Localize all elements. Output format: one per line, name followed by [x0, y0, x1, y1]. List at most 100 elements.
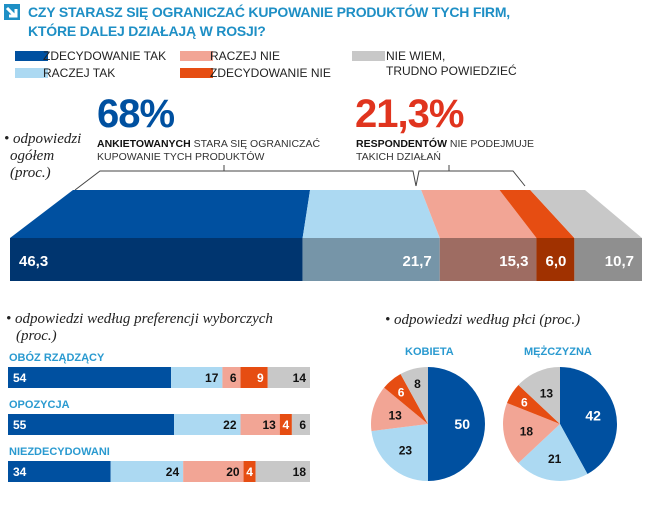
legend-swatch-nie-wiem [352, 51, 385, 61]
legend-label-line: TRUDNO POWIEDZIEĆ [386, 64, 517, 78]
pie-slice [371, 424, 428, 481]
overall-bar-label-0: 46,3 [19, 253, 48, 270]
legend-label-raczej-tak: RACZEJ TAK [43, 66, 116, 80]
overall-bar-top-3 [499, 190, 575, 238]
overall-chart-title: • odpowiedzi ogółem (proc.) [4, 131, 82, 181]
overall-bar-label-4: 10,7 [605, 253, 634, 270]
pie-slice [502, 403, 560, 464]
bracket-yes [74, 165, 417, 191]
highlight-yes-text: STARA SIĘ OGRANICZAĆ [190, 138, 321, 150]
party-bar-segment [291, 414, 310, 435]
pie-slice [384, 374, 428, 424]
arrow-down-right-icon [4, 4, 20, 20]
party-bar-segment [171, 367, 223, 388]
party-bar-label: 4 [246, 465, 253, 479]
party-bar-segment [8, 414, 175, 435]
group-label-niezdecydowani: NIEZDECYDOWANI [9, 446, 110, 458]
overall-bar-label-2: 15,3 [499, 253, 528, 270]
party-bar-label: 24 [166, 465, 180, 479]
highlight-no-text2: TAKICH DZIAŁAŃ [356, 151, 441, 163]
pie-slice [518, 367, 560, 424]
legend-label-zdecydowanie-nie: ZDECYDOWANIE NIE [210, 66, 331, 80]
legend-label-raczej-nie: RACZEJ NIE [210, 49, 281, 63]
party-bar-label: 9 [257, 371, 264, 385]
pie-slice-label: 42 [585, 407, 601, 423]
overall-bar-segment-2 [439, 238, 537, 281]
pie-slice-label: 8 [414, 377, 421, 391]
party-bar-label: 34 [13, 465, 27, 479]
pie-slice-label: 23 [399, 444, 413, 458]
party-subtitle: (proc.) [16, 328, 57, 344]
party-chart-title: • odpowiedzi według preferencji wyborczy… [6, 311, 273, 344]
party-bar-label: 14 [293, 371, 307, 385]
overall-title-line: odpowiedzi [13, 131, 82, 147]
pie-label-kobieta: KOBIETA [405, 346, 454, 358]
overall-bar-top-0 [10, 190, 311, 238]
pie-slice-label: 6 [521, 395, 528, 409]
legend-swatch-zdecydowanie-tak [15, 51, 48, 61]
party-bar-label: 17 [205, 371, 219, 385]
title-line-2: KTÓRE DALEJ DZIAŁAJĄ W ROSJI? [28, 23, 266, 39]
overall-bar-top-1 [302, 190, 440, 238]
party-bar-label: 6 [299, 418, 306, 432]
group-label-opozycja: OPOZYCJA [9, 399, 70, 411]
party-bar-segment [279, 414, 292, 435]
party-title-text: odpowiedzi według preferencji wyborczych [15, 311, 273, 327]
legend-label-nie-wiem: NIE WIEM, TRUDNO POWIEDZIEĆ [386, 49, 517, 79]
overall-bar-top-4 [530, 190, 642, 238]
party-bar-segment [243, 461, 256, 482]
page-title: CZY STARASZ SIĘ OGRANICZAĆ KUPOWANIE PRO… [28, 3, 510, 41]
highlight-no-bold: RESPONDENTÓW [356, 138, 448, 150]
pie-slice [428, 367, 485, 481]
pie-label-mezczyzna: MĘŻCZYZNA [524, 346, 592, 358]
highlight-yes-desc: ANKIETOWANYCH STARA SIĘ OGRANICZAĆ KUPOW… [97, 138, 320, 164]
party-bar-label: 20 [226, 465, 240, 479]
overall-title-line: (proc.) [10, 165, 51, 181]
pie-slice-label: 18 [520, 424, 534, 438]
title-line-1: CZY STARASZ SIĘ OGRANICZAĆ KUPOWANIE PRO… [28, 4, 510, 20]
legend-swatch-raczej-tak [15, 68, 48, 78]
highlight-no-text: NIE PODEJMUJE [447, 138, 534, 150]
pie-slice [560, 367, 617, 474]
overall-bar-label-1: 21,7 [403, 253, 432, 270]
gender-chart-title: • odpowiedzi według płci (proc.) [385, 312, 581, 328]
party-bar-label: 55 [13, 418, 27, 432]
overall-bar-top-2 [421, 190, 537, 238]
party-bar-segment [222, 367, 241, 388]
pie-slice-label: 13 [540, 387, 554, 401]
group-label-rzadzacy: OBÓZ RZĄDZĄCY [9, 352, 105, 364]
party-bar-segment [267, 367, 310, 388]
pie-slice [371, 387, 428, 432]
legend-swatch-zdecydowanie-nie [180, 68, 213, 78]
legend-label-line: NIE WIEM, [386, 49, 446, 63]
party-bar-segment [174, 414, 241, 435]
highlight-yes-text2: KUPOWANIE TYCH PRODUKTÓW [97, 151, 265, 163]
party-bar-segment [110, 461, 184, 482]
highlight-no-value: 21,3% [355, 92, 464, 136]
party-bar-label: 22 [223, 418, 237, 432]
party-bar-label: 6 [230, 371, 237, 385]
party-bar-segment [8, 461, 111, 482]
party-bar-label: 13 [262, 418, 276, 432]
party-bar-segment [183, 461, 244, 482]
overall-bar-segment-0 [10, 238, 303, 281]
party-bar-segment [240, 367, 268, 388]
highlight-yes-bold: ANKIETOWANYCH [97, 138, 191, 150]
pie-slice [507, 384, 560, 424]
overall-title-line: ogółem [10, 148, 55, 164]
party-bar-label: 18 [293, 465, 307, 479]
pie-slice-label: 50 [454, 416, 470, 432]
pie-slice-label: 13 [388, 408, 402, 422]
gender-title-text: odpowiedzi według płci (proc.) [394, 312, 581, 328]
pie-slice-label: 21 [548, 452, 562, 466]
legend-swatch-raczej-nie [180, 51, 213, 61]
legend-label-zdecydowanie-tak: ZDECYDOWANIE TAK [43, 49, 167, 63]
pie-slice [518, 424, 588, 482]
pie-slice-label: 6 [398, 385, 405, 399]
highlight-yes-value: 68% [97, 92, 175, 136]
highlight-no-desc: RESPONDENTÓW NIE PODEJMUJE TAKICH DZIAŁA… [356, 138, 534, 164]
overall-bar-segment-3 [536, 238, 575, 281]
overall-bar-segment-4 [574, 238, 642, 281]
